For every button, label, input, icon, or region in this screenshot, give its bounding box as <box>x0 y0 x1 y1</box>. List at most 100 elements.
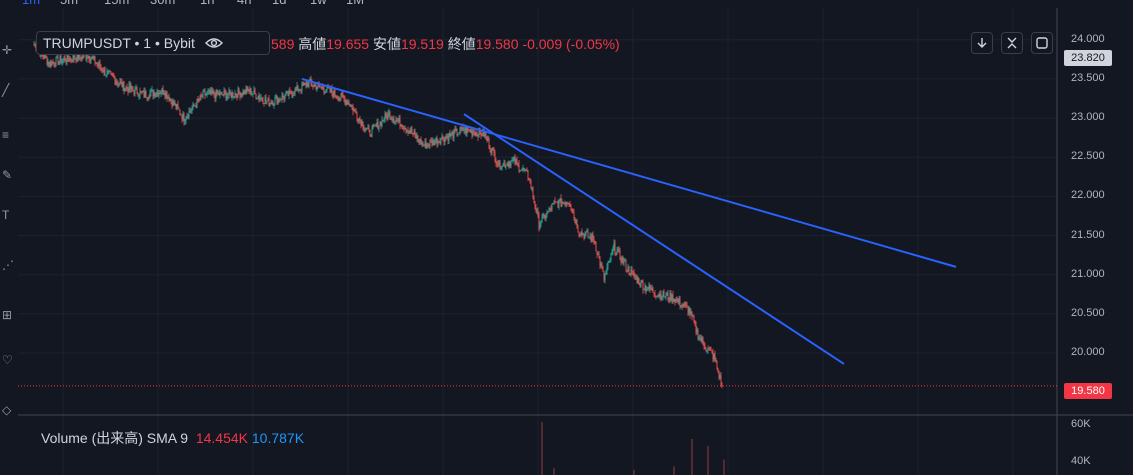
candle <box>660 290 662 302</box>
candle <box>363 124 365 133</box>
candle <box>260 94 262 101</box>
candle <box>468 128 470 132</box>
candle <box>177 100 179 109</box>
candle <box>399 114 401 130</box>
candle <box>613 239 615 252</box>
candle <box>282 92 284 100</box>
candle <box>627 263 629 272</box>
candle <box>173 99 175 106</box>
close-value: 19.580 <box>475 36 519 52</box>
timeframe-1w[interactable]: 1w <box>310 0 327 7</box>
candle <box>162 85 164 96</box>
timeframe-4h[interactable]: 4h <box>237 0 251 7</box>
candle <box>636 274 638 284</box>
candle <box>50 59 52 68</box>
timeframe-1m[interactable]: 1m <box>22 0 40 7</box>
trendline-tool-icon[interactable]: ╱ <box>2 83 10 97</box>
candle <box>207 88 209 96</box>
timeframe-1M[interactable]: 1M <box>346 0 364 7</box>
candle <box>332 90 334 100</box>
candle <box>443 137 445 146</box>
candle <box>554 197 556 205</box>
candle <box>405 127 407 135</box>
candle <box>213 89 215 98</box>
candle <box>174 100 176 106</box>
candle <box>295 86 297 92</box>
candle <box>632 270 634 276</box>
candle <box>687 305 689 316</box>
candle <box>453 128 455 142</box>
candle <box>153 89 155 100</box>
text-tool-icon[interactable]: T <box>2 208 10 222</box>
candle <box>430 137 432 143</box>
timeframe-15m[interactable]: 15m <box>104 0 129 7</box>
crosshair-icon[interactable]: ✛ <box>2 43 13 57</box>
timeframe-5m[interactable]: 5m <box>60 0 78 7</box>
candle <box>719 373 721 380</box>
symbol-legend[interactable]: TRUMPUSDT • 1 • Bybit <box>36 31 270 55</box>
maximize-pane-button[interactable] <box>1031 32 1053 54</box>
timeframe-1d[interactable]: 1d <box>272 0 286 7</box>
candle <box>391 115 393 123</box>
candle <box>247 86 249 92</box>
candle <box>562 201 564 205</box>
candle <box>442 135 444 142</box>
pattern-tool-icon[interactable]: ⋰ <box>2 258 14 272</box>
timeframe-1h[interactable]: 1h <box>200 0 214 7</box>
candle <box>615 252 617 257</box>
candle <box>579 233 581 238</box>
candle <box>376 118 378 128</box>
candle <box>126 83 128 92</box>
candle <box>290 90 292 95</box>
candle <box>360 119 362 129</box>
candle <box>418 138 420 145</box>
candle <box>622 255 624 265</box>
price-chart[interactable] <box>18 8 1133 475</box>
candle <box>117 80 119 89</box>
candle <box>668 297 670 304</box>
candle <box>264 95 266 105</box>
heart-icon[interactable]: ♡ <box>2 353 13 367</box>
candle <box>413 129 415 136</box>
candle <box>87 54 89 59</box>
collapse-button[interactable] <box>1001 32 1023 54</box>
eraser-icon[interactable]: ◇ <box>2 403 12 417</box>
candle <box>60 54 62 64</box>
candle <box>138 93 140 100</box>
candle <box>59 55 61 65</box>
brush-tool-icon[interactable]: ✎ <box>2 168 13 182</box>
candle <box>558 199 560 210</box>
candle <box>257 95 259 100</box>
candle <box>245 85 247 96</box>
candle <box>532 186 534 200</box>
candle <box>486 136 488 143</box>
candle <box>533 195 535 204</box>
candle <box>261 97 263 102</box>
candle <box>106 67 108 78</box>
candle <box>57 54 59 66</box>
timeframe-30m[interactable]: 30m <box>150 0 175 7</box>
eye-icon[interactable] <box>204 37 223 49</box>
candle <box>125 86 127 92</box>
candle <box>469 128 471 133</box>
candle <box>205 92 207 96</box>
candle <box>513 155 515 162</box>
candle <box>255 93 257 100</box>
candle <box>610 252 612 262</box>
candle <box>156 88 158 98</box>
scroll-down-button[interactable] <box>971 32 993 54</box>
candle <box>299 88 301 92</box>
candle <box>437 138 439 147</box>
candle <box>390 116 392 120</box>
measure-tool-icon[interactable]: ⊞ <box>2 308 13 322</box>
candle <box>323 85 325 96</box>
candle <box>220 91 222 95</box>
candle <box>540 220 542 228</box>
candle <box>716 360 718 371</box>
candle <box>605 269 607 275</box>
fib-tool-icon[interactable]: ≡ <box>2 128 10 142</box>
candle <box>274 95 276 106</box>
candle <box>412 132 414 137</box>
candle <box>534 200 536 210</box>
candle <box>120 78 122 85</box>
